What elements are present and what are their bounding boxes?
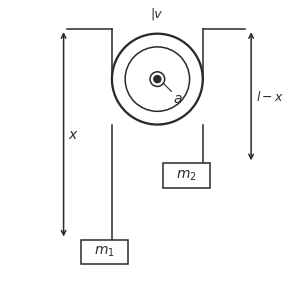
Circle shape [154, 76, 161, 83]
Bar [163, 163, 210, 188]
Text: $m_1$: $m_1$ [94, 245, 115, 259]
Text: |v: |v [150, 7, 162, 20]
Text: $x$: $x$ [68, 128, 79, 142]
Text: $a$: $a$ [174, 92, 183, 106]
Text: $m_2$: $m_2$ [176, 168, 197, 183]
Text: $l - x$: $l - x$ [255, 90, 284, 104]
Bar [81, 240, 128, 264]
